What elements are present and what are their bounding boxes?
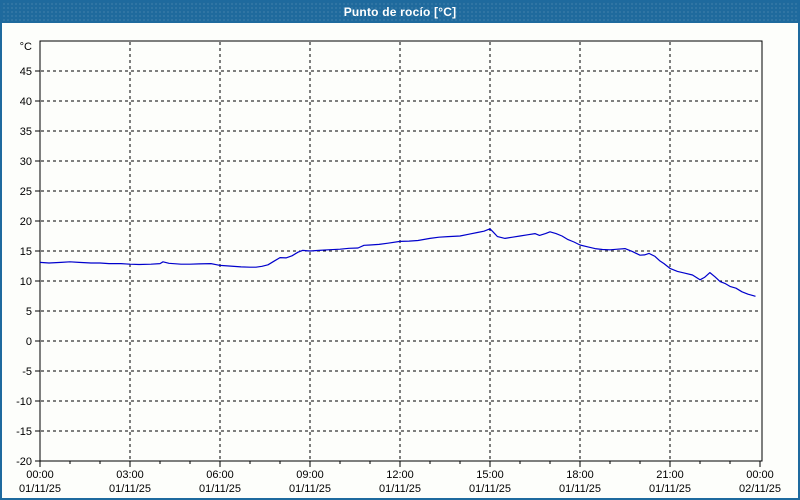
x-tick-date-label: 01/11/25 — [649, 483, 691, 495]
x-tick-date-label: 01/11/25 — [559, 483, 601, 495]
chart-titlebar: Punto de rocío [°C] — [2, 2, 798, 23]
y-tick-label: 35 — [20, 126, 32, 138]
x-tick-time-label: 15:00 — [476, 469, 504, 481]
y-tick-label: -20 — [16, 456, 32, 468]
x-tick-time-label: 00:00 — [746, 469, 774, 481]
y-tick-label: -5 — [22, 366, 32, 378]
x-tick-date-label: 01/11/25 — [469, 483, 511, 495]
y-tick-label: 20 — [20, 216, 32, 228]
x-tick-date-label: 01/11/25 — [109, 483, 151, 495]
x-tick-time-label: 00:00 — [26, 469, 54, 481]
y-tick-label: 45 — [20, 66, 32, 78]
y-tick-label: 0 — [26, 336, 32, 348]
dew-point-series-line — [39, 228, 756, 297]
x-tick-date-label: 01/11/25 — [379, 483, 421, 495]
x-tick-time-label: 09:00 — [296, 469, 324, 481]
y-tick-label: 40 — [20, 96, 32, 108]
y-tick-label: 5 — [26, 306, 32, 318]
x-tick-date-label: 01/11/25 — [19, 483, 61, 495]
chart-title: Punto de rocío [°C] — [343, 5, 457, 19]
y-axis-unit-label: °C — [20, 41, 32, 53]
plot-frame — [39, 40, 763, 462]
x-tick-time-label: 03:00 — [116, 469, 144, 481]
x-tick-date-label: 01/11/25 — [289, 483, 331, 495]
y-tick-label: 25 — [20, 186, 32, 198]
x-tick-time-label: 21:00 — [656, 469, 684, 481]
y-tick-label: 15 — [20, 246, 32, 258]
x-tick-date-label: 02/11/25 — [739, 483, 781, 495]
x-tick-time-label: 12:00 — [386, 469, 414, 481]
y-tick-label: 10 — [20, 276, 32, 288]
x-tick-date-label: 01/11/25 — [199, 483, 241, 495]
y-tick-label: -15 — [16, 426, 32, 438]
x-tick-time-label: 18:00 — [566, 469, 594, 481]
y-tick-label: 30 — [20, 156, 32, 168]
x-tick-time-label: 06:00 — [206, 469, 234, 481]
y-tick-label: -10 — [16, 396, 32, 408]
